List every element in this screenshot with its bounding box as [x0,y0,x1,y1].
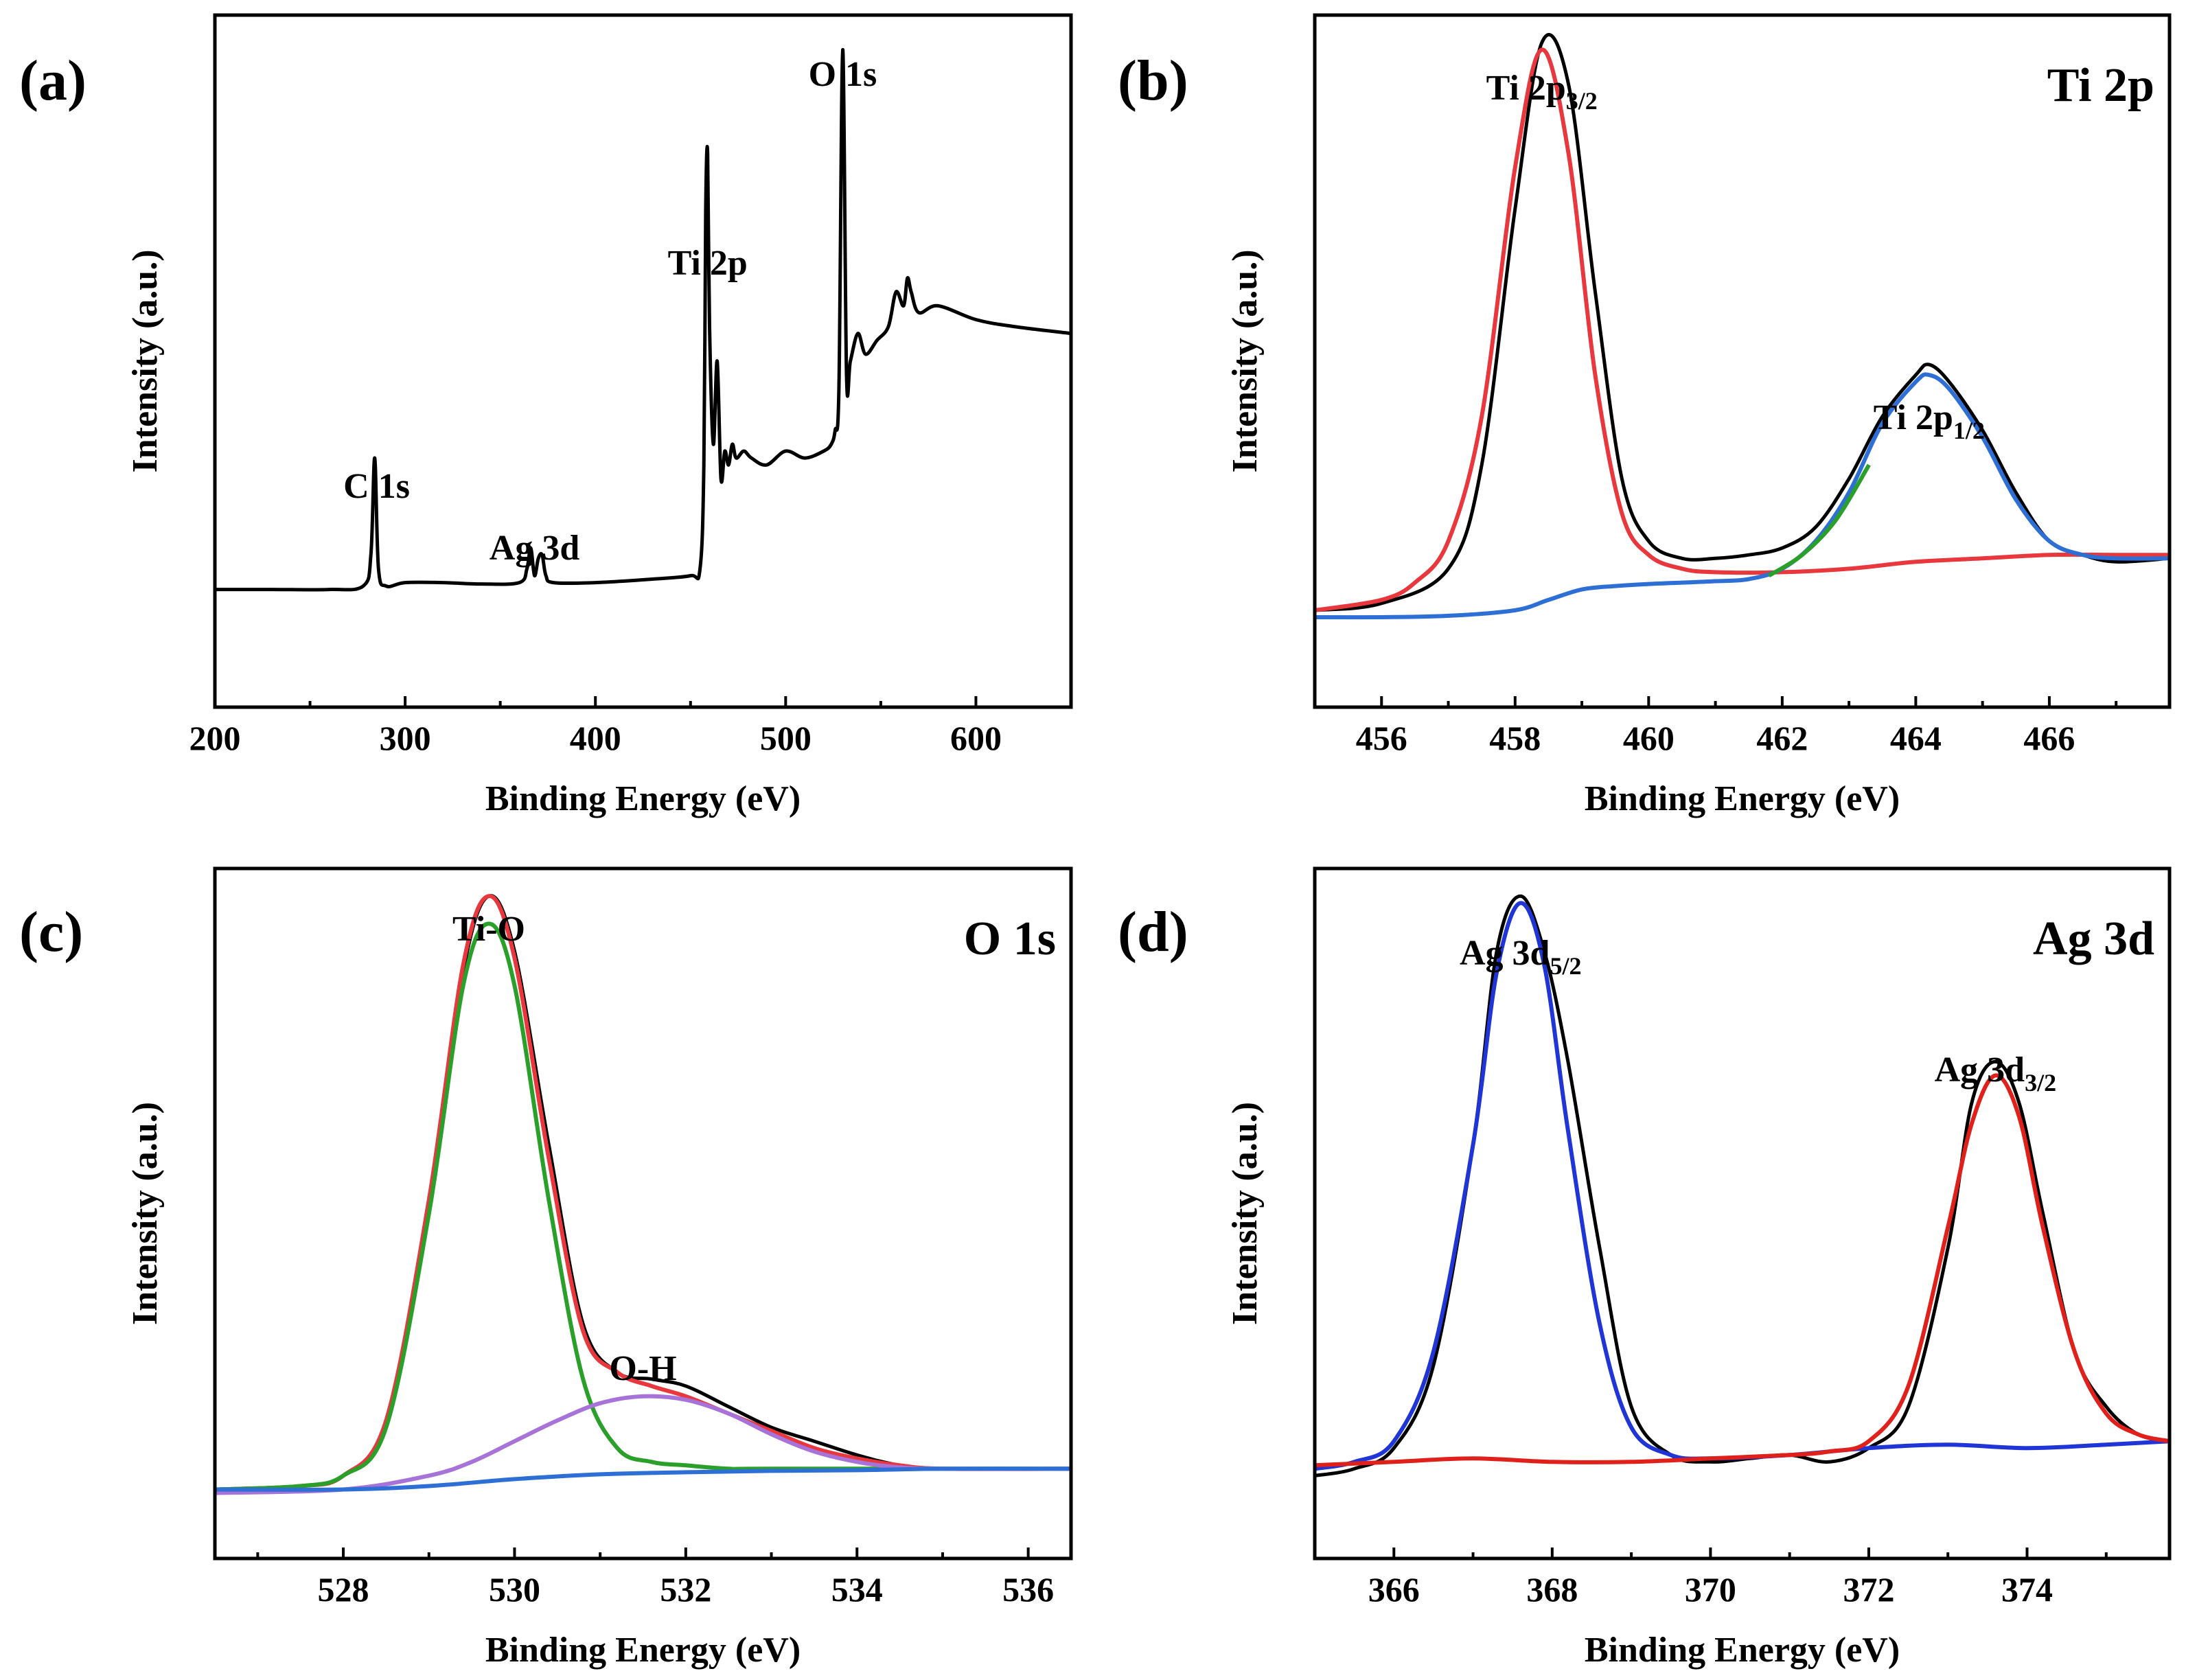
x-tick-label: 462 [1756,719,1808,757]
x-axis-label: Binding Energy (eV) [1585,779,1900,818]
x-tick-label: 370 [1685,1570,1736,1609]
plot-frame [1313,13,2172,709]
x-tick-label: 600 [950,719,1002,757]
peak-label: Ti 2p1/2 [1874,398,1985,444]
series-group [1315,894,2170,1477]
peak-label: Ag 3d5/2 [1460,934,1582,980]
x-axis-label: Binding Energy (eV) [485,779,801,818]
peak-label: O 1s [809,55,877,94]
x-tick-label: 532 [660,1570,711,1609]
series-group [1315,33,2170,620]
series-group [215,894,1071,1495]
x-tick-label: 400 [570,719,621,757]
series-line-1 [215,894,1071,1491]
y-axis-label: Intensity (a.u.) [126,1102,165,1325]
x-tick-label: 456 [1356,719,1407,757]
x-tick-label: 460 [1623,719,1675,757]
panel-tag: (a) [19,49,87,113]
chart-panel-3: 528 530 532 534 536 Binding Energy (eV) Intens… [19,866,1073,1670]
panel-title: Ag 3d [2033,912,2154,965]
peak-label: C 1s [343,467,410,506]
series-line-1 [1315,894,2170,1477]
chart-panel-1: 200 300 400 500 600 Binding Energy (eV) Intens… [19,13,1073,818]
x-tick-label: 368 [1526,1570,1578,1609]
x-tick-label: 300 [380,719,431,757]
panel-tag: (d) [1118,900,1188,964]
x-tick-label: 458 [1489,719,1541,757]
peak-label: Ti 2p3/2 [1486,69,1598,115]
x-tick-label: 366 [1368,1570,1420,1609]
peak-label: Ag 3d [490,529,580,568]
series-line-4 [1767,463,1871,578]
x-axis-label: Binding Energy (eV) [485,1631,801,1670]
series-line-3 [1315,372,2170,620]
y-axis-label: Intensity (a.u.) [126,249,165,472]
x-tick-label: 530 [489,1570,540,1609]
series-line-4 [215,1394,1071,1495]
x-tick-label: 534 [831,1570,883,1609]
x-tick-label: 372 [1843,1570,1894,1609]
series-line-2 [1315,901,2170,1471]
plot-frame [1313,866,2172,1561]
plot-frame [213,13,1073,709]
series-group [215,47,1071,592]
x-tick-label: 464 [1890,719,1942,757]
series-line-1 [1315,33,2170,612]
x-tick-label: 528 [318,1570,369,1609]
chart-panel-2: 456 458 460 462 464 466 Binding Energy (eV) Int… [1118,13,2172,818]
series-line-2 [1315,47,2170,612]
peak-label: Ti-O [452,910,525,949]
panel-tag: (b) [1118,49,1188,113]
y-axis-label: Intensity (a.u.) [1226,249,1265,472]
x-tick-label: 500 [760,719,812,757]
chart-panel-4: 366 368 370 372 374 Binding Energy (eV) Intens… [1118,866,2172,1670]
series-line-2 [215,894,1071,1492]
panel-title: O 1s [964,912,1056,965]
peak-label: Ag 3d3/2 [1935,1050,2057,1096]
series-line-1 [215,47,1071,592]
peak-label: Ti 2p [668,244,748,283]
panel-title: Ti 2p [2047,59,2154,112]
panel-tag: (c) [19,900,83,964]
peak-label: O-H [609,1349,676,1388]
x-axis-label: Binding Energy (eV) [1585,1631,1900,1670]
x-tick-label: 466 [2023,719,2075,757]
plot-frame [213,866,1073,1561]
x-tick-label: 374 [2001,1570,2053,1609]
x-tick-label: 200 [189,719,241,757]
series-line-5 [215,1466,1071,1492]
series-line-3 [215,921,1071,1492]
series-line-3 [1315,1073,2170,1468]
y-axis-label: Intensity (a.u.) [1226,1102,1265,1325]
x-tick-label: 536 [1002,1570,1054,1609]
